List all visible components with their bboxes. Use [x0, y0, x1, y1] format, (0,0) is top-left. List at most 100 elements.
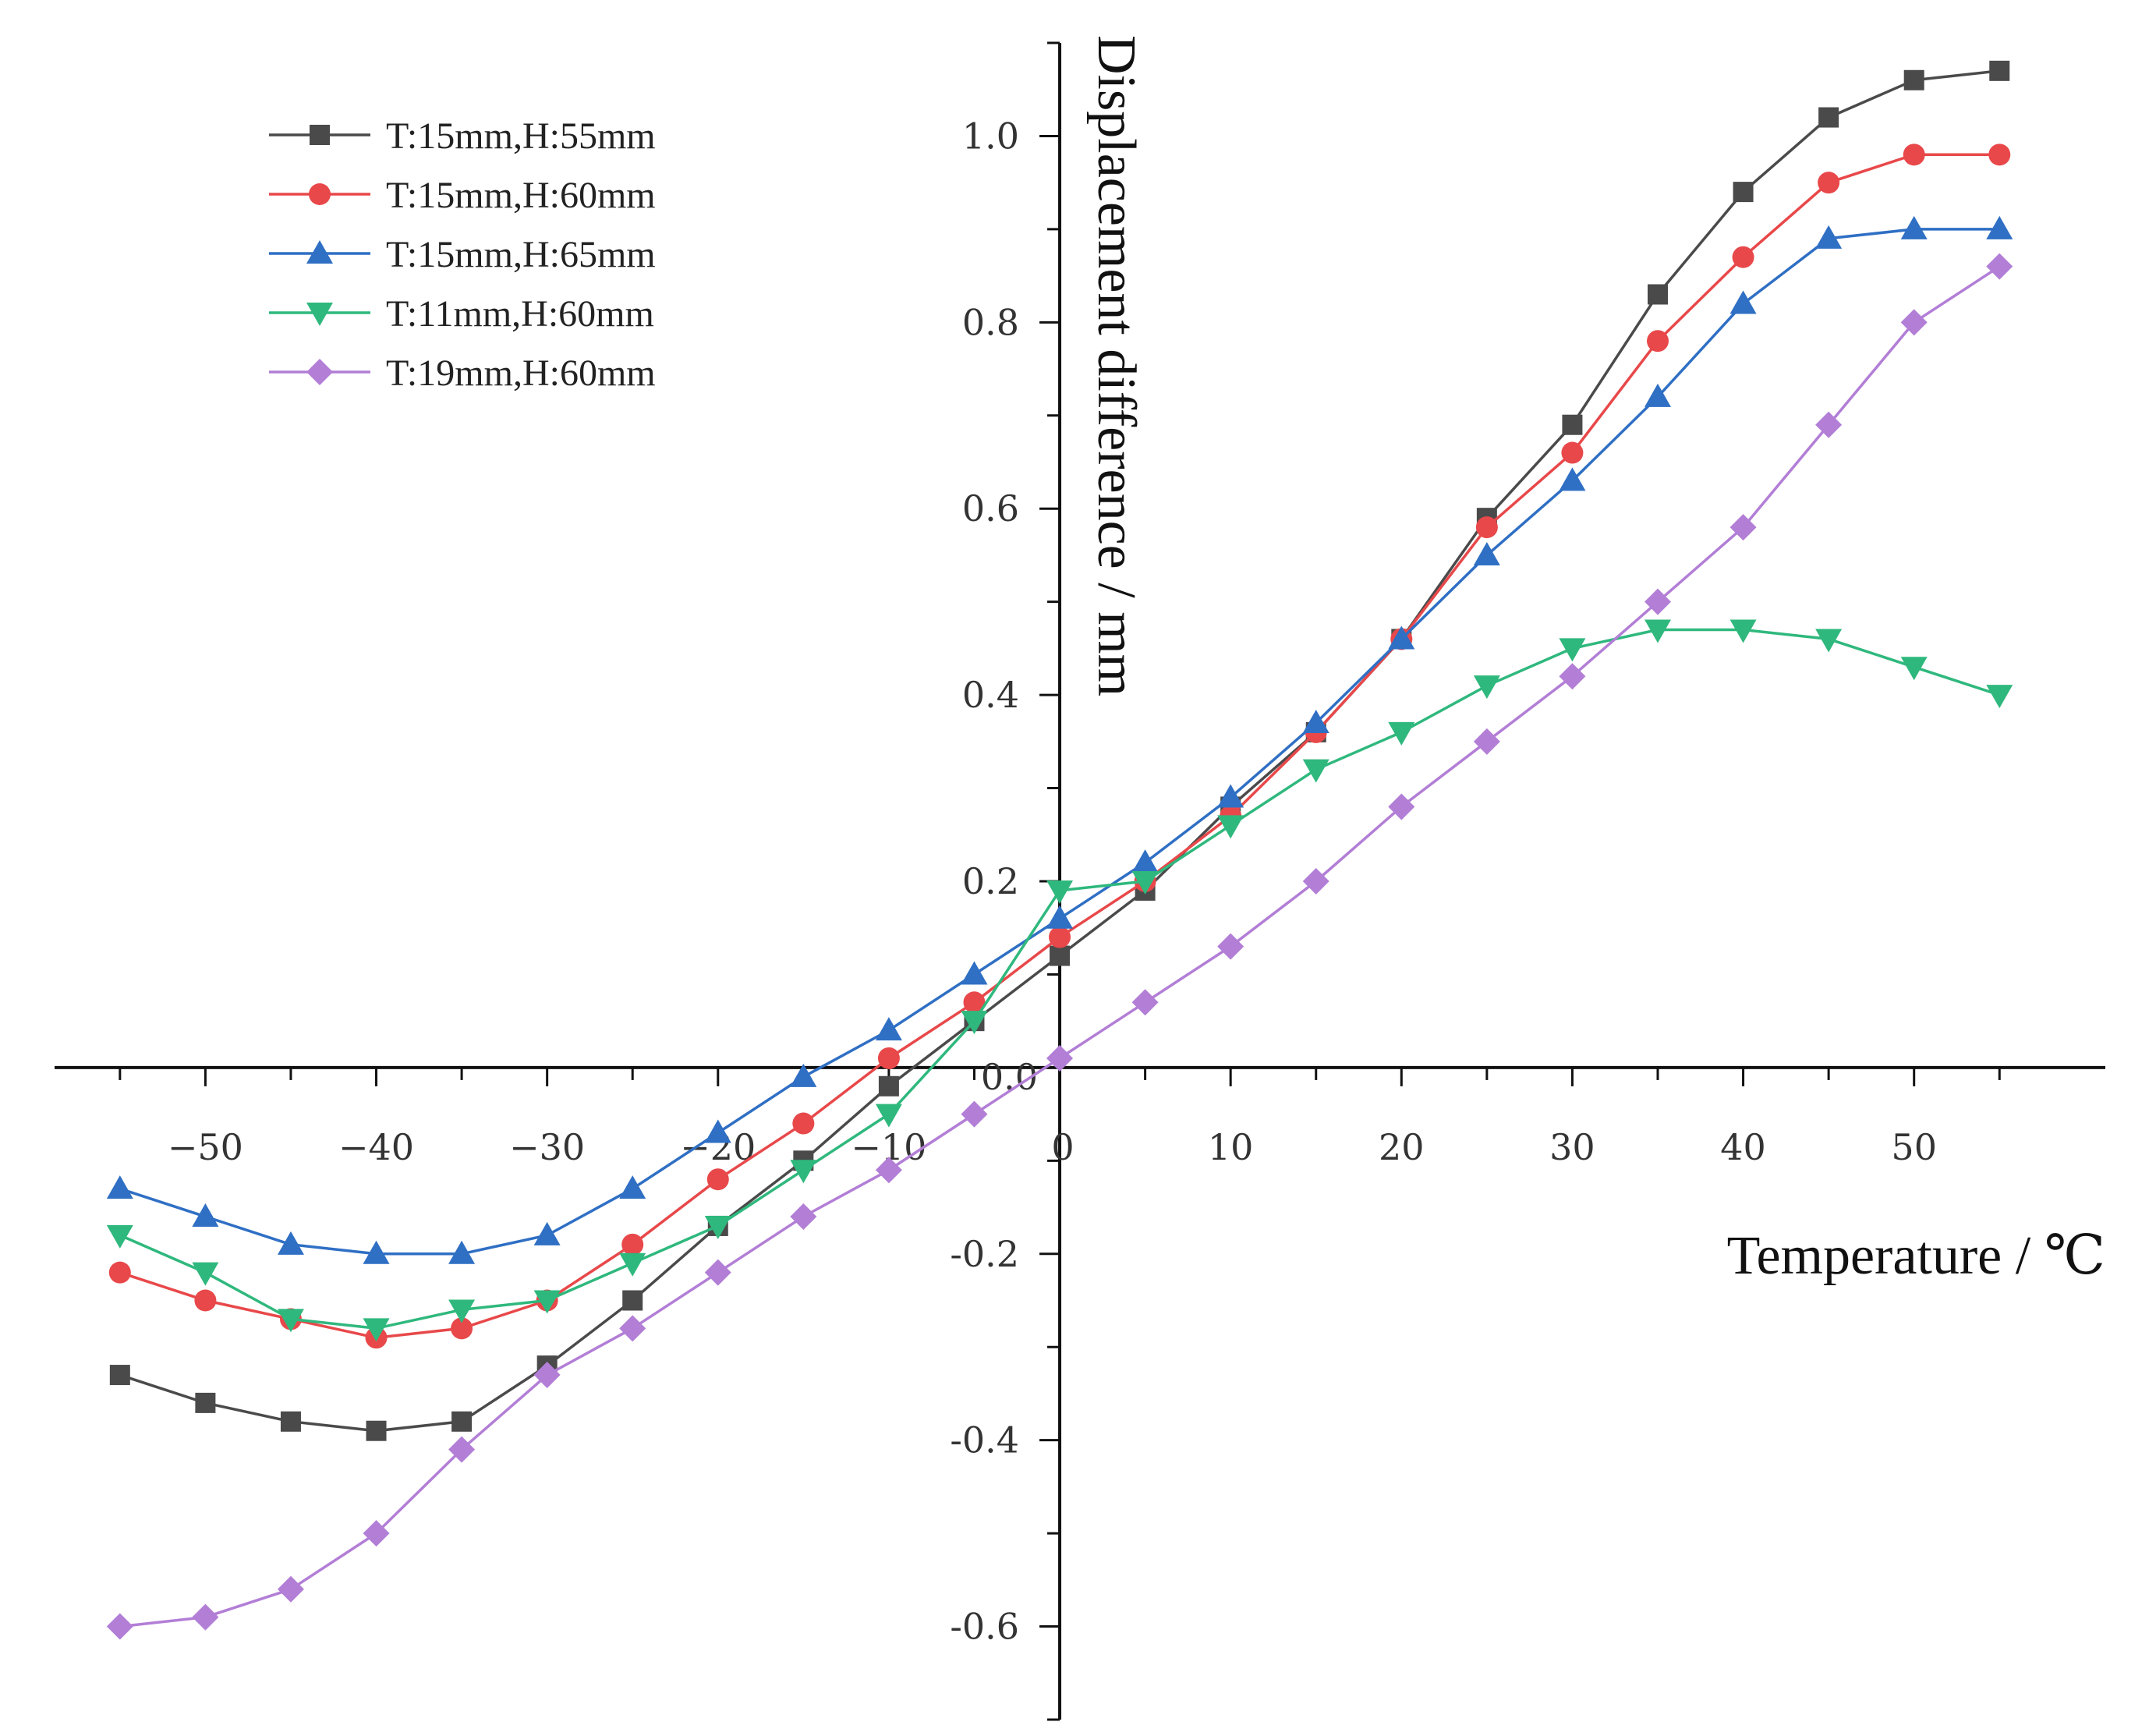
- data-point: [1049, 926, 1071, 948]
- data-point: [1302, 709, 1329, 733]
- data-point: [1046, 1044, 1074, 1072]
- data-point: [1561, 441, 1584, 464]
- data-point: [448, 1299, 476, 1323]
- data-point: [1989, 60, 2010, 81]
- data-point: [448, 1436, 476, 1463]
- data-point: [619, 1175, 646, 1199]
- y-tick-label: 0.4: [962, 674, 1019, 716]
- legend-item: T:15mm,H:65mm: [269, 234, 656, 275]
- data-point: [619, 1252, 646, 1277]
- y-axis-title: Displacement difference / mm: [1086, 35, 1146, 696]
- legend-label: T:11mm,H:60mm: [386, 293, 654, 335]
- data-point: [961, 1011, 988, 1035]
- legend: T:15mm,H:55mm T:15mm,H:60mm T:15mm,H:65mm T…: [269, 115, 656, 394]
- data-point: [1217, 933, 1244, 960]
- data-point: [619, 1315, 646, 1342]
- data-point: [961, 1100, 988, 1128]
- data-point: [533, 1290, 561, 1314]
- data-point: [1473, 728, 1500, 755]
- y-tick-label: 0.2: [962, 860, 1019, 902]
- data-point: [1988, 143, 2011, 166]
- data-point: [277, 1309, 304, 1333]
- data-point: [706, 1168, 729, 1191]
- legend-item: T:15mm,H:55mm: [269, 115, 656, 157]
- data-point: [792, 1112, 815, 1135]
- data-point: [704, 1215, 731, 1239]
- data-point: [1644, 588, 1671, 615]
- labels-layer: Temperature / ℃ Displacement difference …: [1086, 35, 2105, 1286]
- data-point: [875, 1104, 902, 1128]
- y-tick-label: -0.4: [950, 1419, 1019, 1461]
- data-point: [1986, 253, 2013, 280]
- data-point: [1131, 871, 1159, 895]
- data-point: [963, 991, 986, 1014]
- data-point: [194, 1289, 217, 1312]
- data-point: [1131, 849, 1159, 873]
- y-tick-label: -0.2: [950, 1233, 1019, 1275]
- data-point: [1473, 675, 1500, 700]
- data-point: [363, 1520, 390, 1547]
- legend-label: T:15mm,H:65mm: [386, 234, 656, 275]
- data-point: [1732, 246, 1754, 268]
- data-point: [1217, 784, 1244, 808]
- data-point: [1986, 685, 2013, 709]
- data-point: [192, 1603, 219, 1631]
- data-point: [448, 1240, 476, 1264]
- data-point: [704, 1259, 731, 1286]
- data-point: [1729, 290, 1757, 314]
- data-point: [1647, 330, 1669, 353]
- legend-item: T:19mm,H:60mm: [269, 353, 656, 394]
- data-point: [1302, 759, 1329, 783]
- data-point: [790, 1203, 817, 1230]
- x-tick-label: −30: [509, 1126, 585, 1168]
- data-point: [1388, 793, 1415, 820]
- data-point: [363, 1318, 390, 1342]
- data-point: [704, 1119, 731, 1143]
- y-tick-label: -0.6: [950, 1606, 1019, 1648]
- data-point: [622, 1290, 643, 1311]
- data-point: [1388, 721, 1415, 746]
- legend-marker: [310, 125, 330, 145]
- data-point: [451, 1317, 473, 1340]
- data-point: [366, 1420, 387, 1441]
- x-tick-label: −40: [338, 1126, 414, 1168]
- data-point: [1473, 541, 1500, 565]
- y-tick-label: 1.0: [962, 115, 1019, 157]
- data-point: [106, 1613, 133, 1640]
- data-point: [875, 1017, 902, 1041]
- data-point: [1050, 945, 1071, 966]
- data-point: [1302, 868, 1329, 895]
- data-point: [1562, 414, 1583, 435]
- legend-marker: [306, 359, 333, 385]
- data-point: [790, 1160, 817, 1184]
- data-point: [195, 1392, 216, 1413]
- data-point: [875, 1157, 902, 1184]
- data-point: [363, 1240, 390, 1264]
- data-point: [192, 1203, 219, 1227]
- legend-marker: [306, 303, 333, 326]
- data-point: [1559, 663, 1586, 690]
- legend-label: T:19mm,H:60mm: [386, 353, 656, 394]
- series-5: [106, 253, 2013, 1640]
- y-tick-label: 0.8: [962, 301, 1019, 343]
- data-point: [1818, 172, 1840, 194]
- data-point: [280, 1411, 301, 1432]
- data-point: [533, 1221, 561, 1245]
- data-point: [1559, 467, 1586, 491]
- data-point: [961, 961, 988, 985]
- data-point: [1815, 629, 1843, 653]
- x-tick-label: 30: [1549, 1126, 1595, 1168]
- data-point: [1046, 905, 1074, 929]
- x-tick-label: 50: [1891, 1126, 1937, 1168]
- data-point: [1900, 309, 1928, 336]
- x-axis-title: Temperature / ℃: [1727, 1226, 2105, 1286]
- legend-item: T:15mm,H:60mm: [269, 175, 656, 216]
- data-point: [877, 1047, 900, 1069]
- legend-label: T:15mm,H:60mm: [386, 175, 656, 216]
- data-point: [1475, 516, 1498, 539]
- series-4: [106, 619, 2013, 1342]
- data-point: [1217, 815, 1244, 839]
- legend-item: T:11mm,H:60mm: [269, 293, 654, 335]
